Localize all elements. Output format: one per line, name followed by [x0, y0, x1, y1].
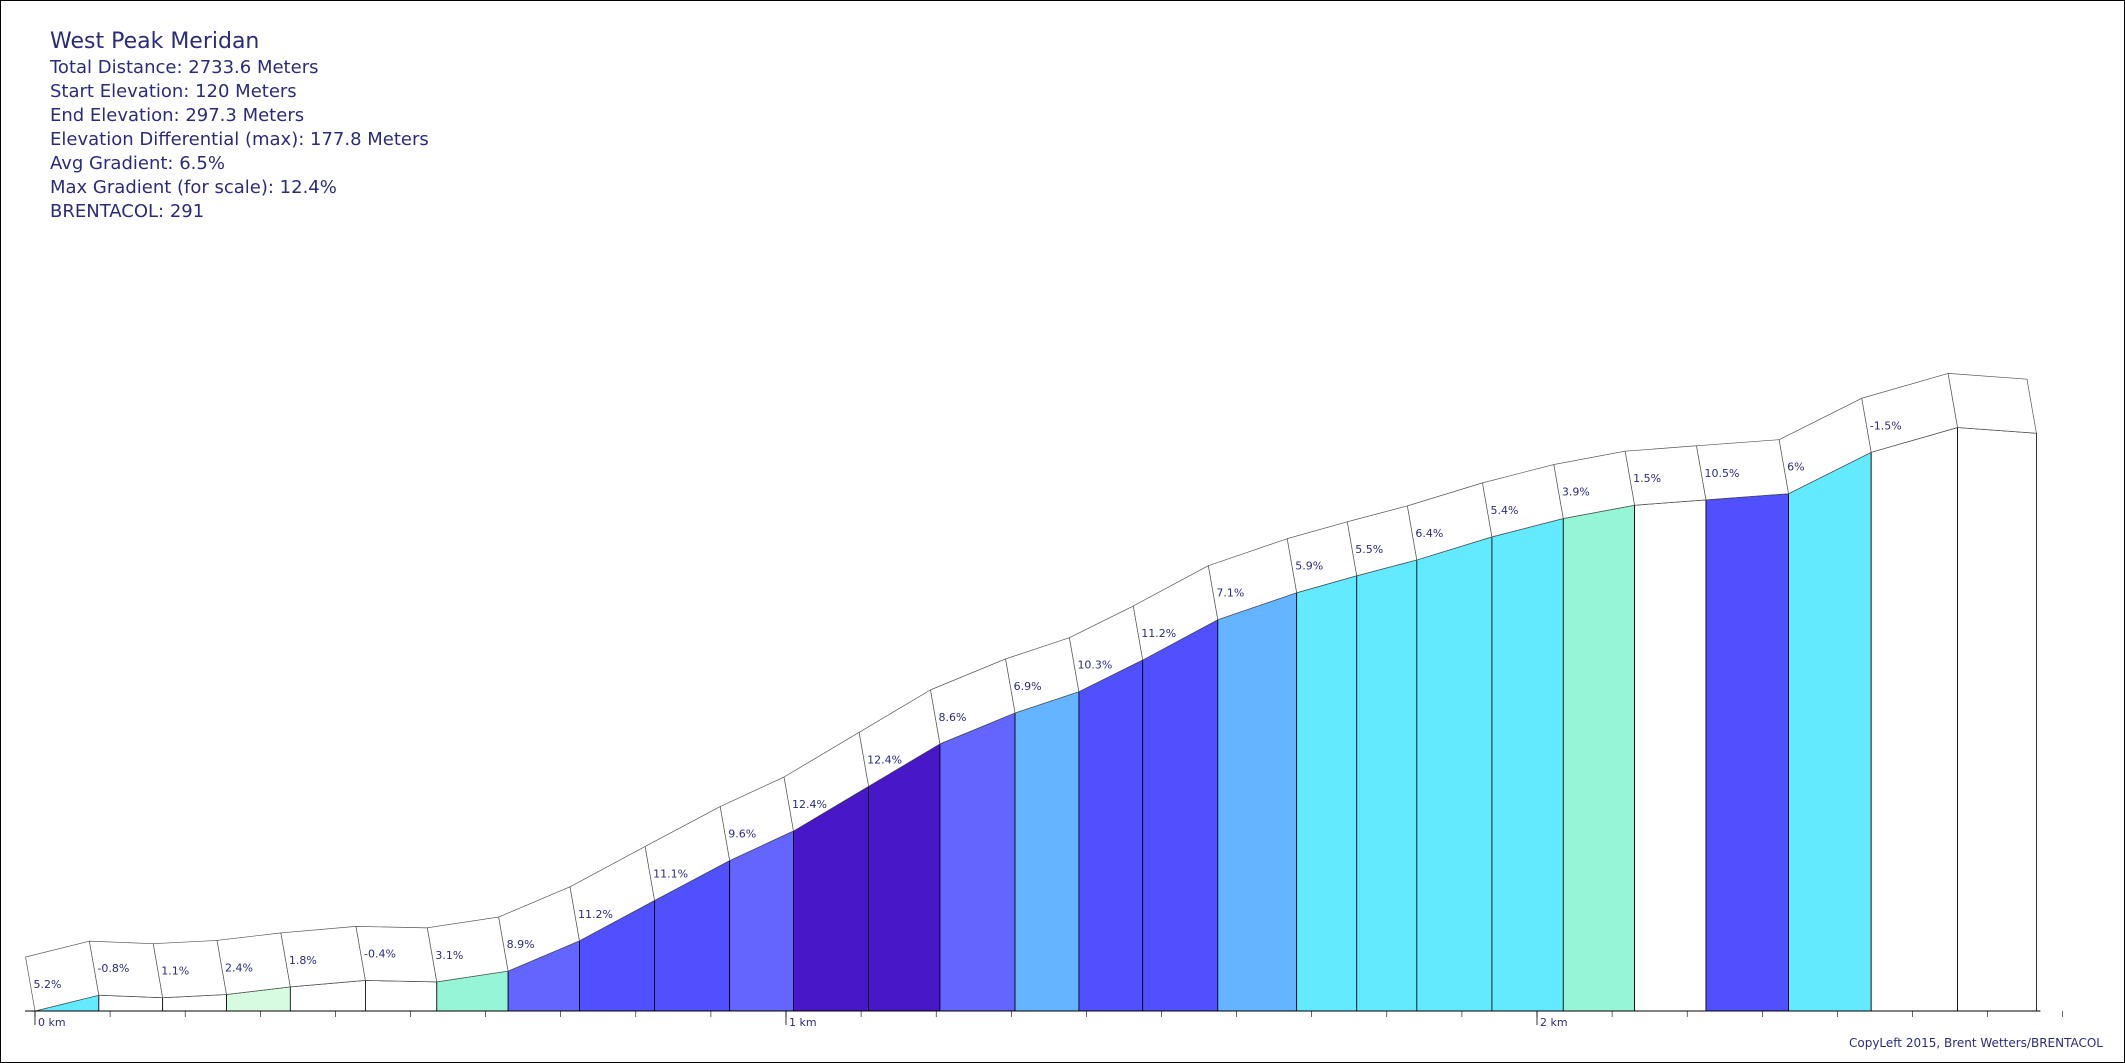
gradient-segments	[34, 426, 2037, 1012]
gradient-label: 1.8%	[289, 954, 317, 967]
gradient-label: -0.8%	[97, 962, 129, 975]
gradient-label: 11.2%	[1141, 627, 1176, 640]
x-axis-tick-label: 2 km	[1540, 1016, 1568, 1029]
gradient-label: 8.9%	[507, 938, 535, 951]
copyright-notice: CopyLeft 2015, Brent Wetters/BRENTACOL	[1848, 1036, 2103, 1050]
gradient-label: 5.2%	[34, 978, 62, 991]
gradient-segment	[939, 712, 1016, 1012]
max-gradient: Max Gradient (for scale): 12.4%	[50, 177, 337, 198]
gradient-segment	[1870, 426, 1958, 1012]
gradient-segment	[1957, 427, 2037, 1012]
gradient-label-box	[1947, 373, 2037, 434]
gradient-label: 5.9%	[1295, 560, 1323, 573]
gradient-label: 7.1%	[1216, 587, 1244, 600]
start-elevation: Start Elevation: 120 Meters	[50, 81, 297, 102]
end-elevation: End Elevation: 297.3 Meters	[50, 105, 305, 126]
gradient-segment	[729, 830, 794, 1012]
gradient-label: 6.4%	[1415, 527, 1443, 540]
gradient-segment	[1562, 504, 1636, 1012]
gradient-segment	[1705, 493, 1789, 1012]
gradient-segment	[1416, 536, 1493, 1012]
gradient-label: 2.4%	[225, 961, 253, 974]
gradient-label: 8.6%	[939, 711, 967, 724]
gradient-label: 11.2%	[578, 908, 613, 921]
brentacol-score: BRENTACOL: 291	[50, 201, 205, 222]
gradient-label: -0.4%	[364, 947, 396, 960]
gradient-segment	[1014, 691, 1080, 1012]
gradient-label: 12.4%	[867, 753, 902, 766]
gradient-label: 6.9%	[1014, 680, 1042, 693]
x-axis-tick-label: 1 km	[789, 1016, 817, 1029]
gradient-label: 1.5%	[1633, 472, 1661, 485]
gradient-label: 3.1%	[435, 949, 463, 962]
gradient-label: 5.4%	[1490, 504, 1518, 517]
gradient-label: 9.6%	[728, 828, 756, 841]
elevation-differential: Elevation Differential (max): 177.8 Mete…	[50, 129, 429, 150]
x-axis-tick-label: 0 km	[38, 1016, 66, 1029]
gradient-segment	[1078, 659, 1144, 1012]
gradient-label: 1.1%	[161, 965, 189, 978]
distance-axis: 0 km 1 km 2 km	[25, 1010, 2063, 1029]
total-distance: Total Distance: 2733.6 Meters	[50, 57, 319, 78]
gradient-segment	[868, 743, 941, 1012]
gradient-label-boxes: 5.2% -0.8% 1.1% 2.4% 1.8% -0.4% 3.1% 8.9% 11.2% 1…	[25, 372, 2037, 1012]
gradient-segment	[1142, 619, 1219, 1012]
gradient-segment	[1356, 559, 1418, 1012]
gradient-label: 10.3%	[1077, 659, 1112, 672]
gradient-label: 10.5%	[1705, 467, 1740, 480]
route-stats-panel: West Peak Meridan Total Distance: 2733.6…	[50, 28, 429, 224]
gradient-label: 3.9%	[1562, 486, 1590, 499]
gradient-segment	[1296, 575, 1358, 1012]
gradient-label: 11.1%	[653, 867, 688, 880]
gradient-segment	[365, 979, 438, 1012]
gradient-label: 6%	[1787, 461, 1804, 474]
gradient-segment	[1634, 499, 1707, 1012]
gradient-segment	[1491, 518, 1564, 1012]
gradient-label: -1.5%	[1870, 419, 1902, 432]
gradient-label: 12.4%	[792, 798, 827, 811]
route-title: West Peak Meridan	[50, 29, 260, 54]
gradient-segment	[1217, 592, 1298, 1012]
gradient-label: 5.5%	[1355, 543, 1383, 556]
avg-gradient: Avg Gradient: 6.5%	[50, 153, 225, 174]
gradient-segment	[1788, 451, 1872, 1012]
